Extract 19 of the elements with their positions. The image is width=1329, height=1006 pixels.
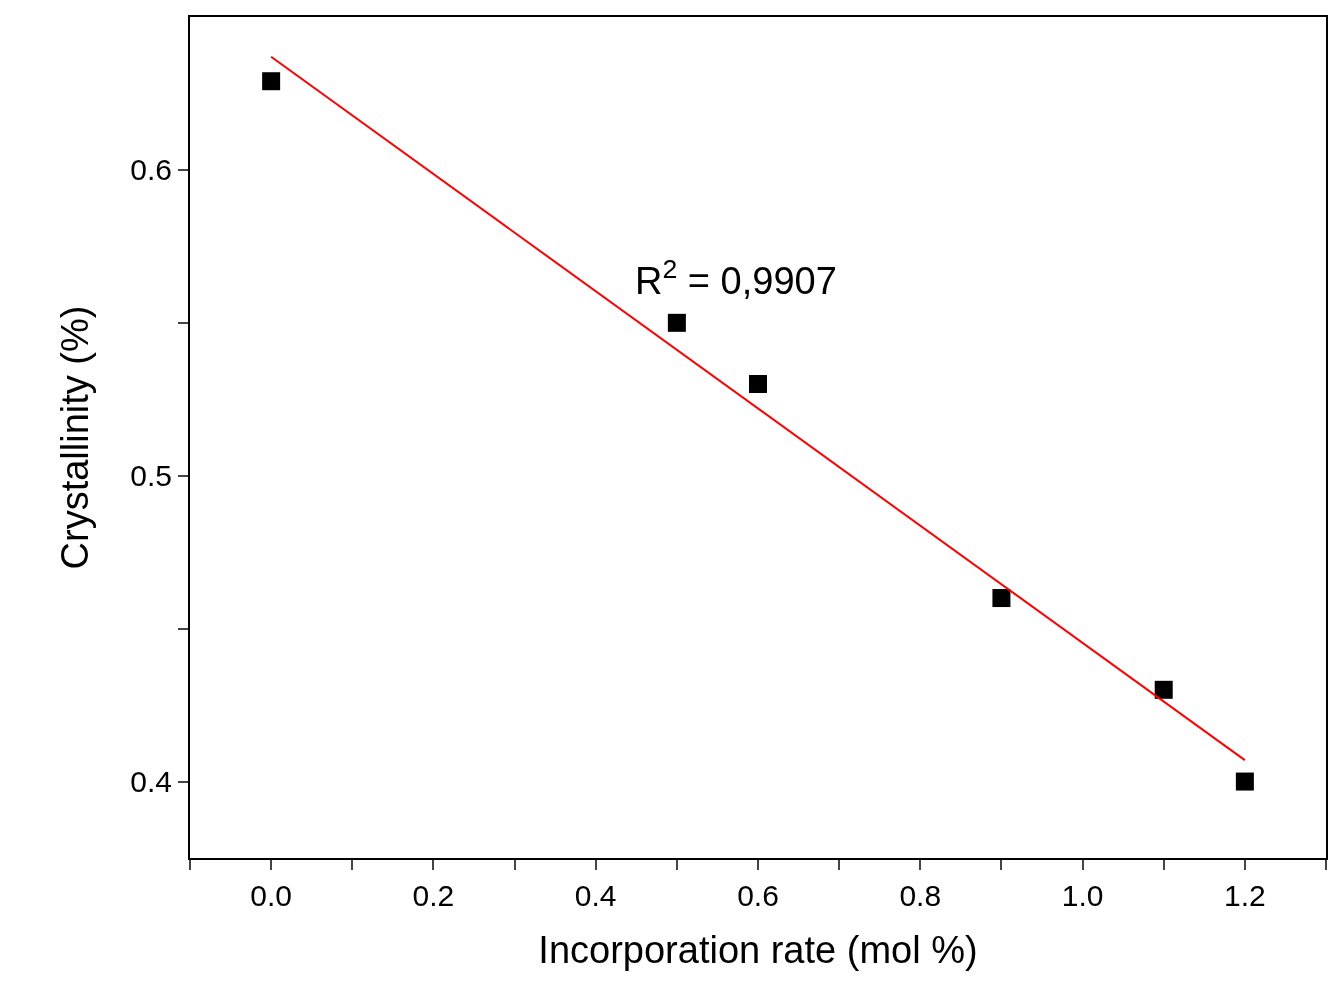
annotation: R$^{2}$ = 0,9907: [635, 254, 837, 302]
y-tick-label: 0.5: [130, 459, 172, 493]
y-tick-label: 0.6: [130, 153, 172, 187]
x-axis-title: Incorporation rate (mol %): [538, 928, 978, 971]
x-tick-label: 1.2: [1224, 879, 1266, 912]
y-tick-label: 0.4: [130, 765, 172, 799]
point: [1154, 680, 1173, 699]
point: [992, 589, 1011, 608]
x-tick-label: 0.0: [250, 879, 292, 912]
x-tick-label: 0.6: [737, 879, 779, 912]
x-tick-label: 0.4: [574, 879, 617, 912]
point: [749, 374, 767, 393]
point: [262, 72, 281, 91]
x-tick-label: 0.2: [412, 879, 455, 912]
point: [1235, 772, 1254, 791]
y-axis-title: Crystallinity (%): [53, 305, 96, 570]
x-tick-label: 0.8: [899, 879, 942, 912]
x-tick-label: 1.0: [1061, 879, 1104, 912]
point: [667, 313, 686, 332]
